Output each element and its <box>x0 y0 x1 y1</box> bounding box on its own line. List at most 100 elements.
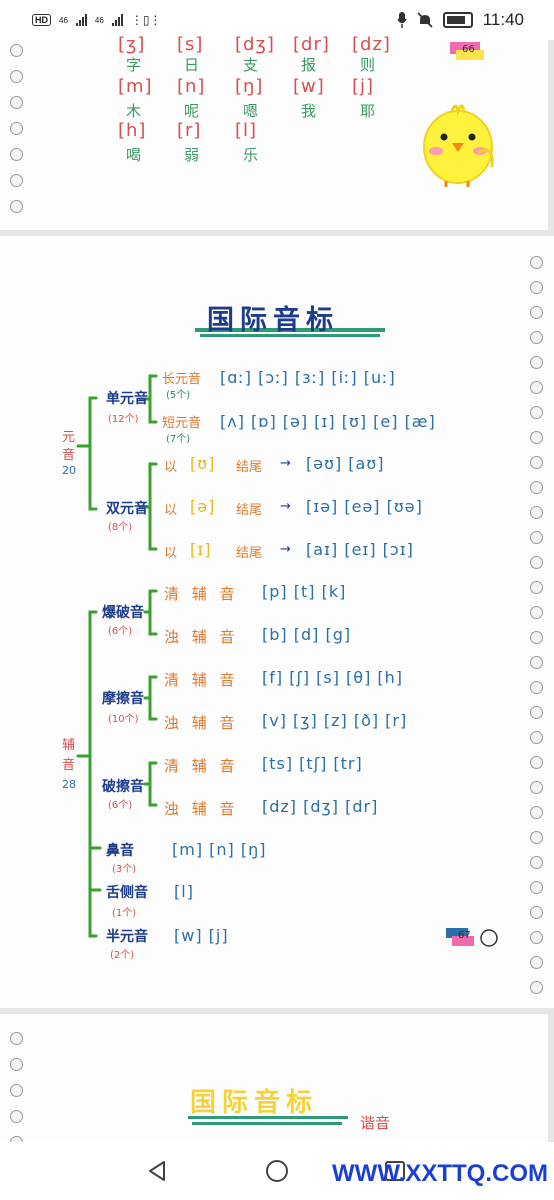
diphthong-key: [ɪ] <box>190 540 212 559</box>
signal-icon <box>75 14 87 26</box>
binder-hole <box>530 406 543 419</box>
vibrate-icon: ⋮▯⋮ <box>130 13 162 27</box>
binder-hole <box>10 1084 23 1097</box>
fricative-voiceless-symbols: [f] [ʃ] [s] [θ] [h] <box>262 668 404 687</box>
binder-hole <box>530 831 543 844</box>
page-title: 国际音标 <box>207 305 339 336</box>
nasal-count: (3个) <box>112 864 137 875</box>
affricate-voiced-symbols: [dz] [dʒ] [dr] <box>262 797 379 816</box>
diphthong-key: [ə] <box>190 497 216 516</box>
diphthong-prefix: 以 <box>164 503 178 518</box>
voiced-label: 浊 辅 音 <box>164 714 239 732</box>
plosive-voiced-symbols: [b] [d] [g] <box>262 625 352 644</box>
diphthong-prefix: 以 <box>164 546 178 561</box>
chinese-char: 木 <box>126 102 142 120</box>
binder-hole <box>10 174 23 187</box>
diphthong-prefix: 以 <box>164 460 178 475</box>
vowel-label-2: 音 <box>62 448 76 463</box>
binder-hole <box>530 256 543 269</box>
lateral-label: 舌侧音 <box>106 885 148 901</box>
network-type-2: 46 <box>94 15 104 25</box>
binder-hole <box>530 856 543 869</box>
consonant-label-2: 音 <box>62 758 76 773</box>
home-button[interactable] <box>265 1159 289 1183</box>
binder-hole <box>530 631 543 644</box>
chinese-char: 字 <box>126 56 142 74</box>
phoneme: [dr] <box>293 34 330 55</box>
status-left: HD 46 46 ⋮▯⋮ <box>32 13 161 27</box>
binder-hole <box>10 148 23 161</box>
affricate-count: (6个) <box>108 800 133 811</box>
binder-hole <box>10 1110 23 1123</box>
notebook-page-1: [ʒ] [s] [dʒ] [dr] [dz] 字 日 支 报 则 [m] [n]… <box>0 34 548 230</box>
chinese-char: 嗯 <box>243 102 259 120</box>
phoneme: [r] <box>177 120 202 141</box>
navigation-bar: WWW.XXTTQ.COM <box>0 1142 554 1200</box>
binder-hole <box>530 756 543 769</box>
back-button[interactable] <box>146 1160 168 1182</box>
binder-hole <box>530 681 543 694</box>
binder-hole <box>530 356 543 369</box>
diphthong-symbols: [əʊ] [aʊ] <box>306 454 385 473</box>
binder-hole <box>530 456 543 469</box>
chinese-char: 耶 <box>360 102 376 120</box>
plosive-voiceless-symbols: [p] [t] [k] <box>262 582 347 601</box>
chinese-char: 则 <box>360 56 376 74</box>
binder-hole <box>530 531 543 544</box>
chinese-char: 我 <box>301 102 317 120</box>
binder-hole <box>10 200 23 213</box>
binder-hole <box>530 931 543 944</box>
phoneme: [ŋ] <box>235 76 264 97</box>
title-underline <box>195 328 385 332</box>
chinese-char: 喝 <box>126 146 142 164</box>
arrow-icon: → <box>280 499 291 514</box>
diphthong-key: [ʊ] <box>190 454 216 473</box>
chinese-char: 弱 <box>184 146 200 164</box>
binder-hole <box>530 506 543 519</box>
long-vowel-label: 长元音 <box>162 372 202 387</box>
nasal-label: 鼻音 <box>106 843 134 859</box>
voiceless-label: 清 辅 音 <box>164 757 239 775</box>
diphthong-count: (8个) <box>108 522 133 533</box>
binder-hole <box>530 331 543 344</box>
arrow-icon: → <box>280 456 291 471</box>
binder-holes-left <box>10 44 23 213</box>
lateral-symbols: [l] <box>174 882 194 901</box>
voiced-label: 浊 辅 音 <box>164 800 239 818</box>
page-title: 国际音标 <box>190 1088 319 1118</box>
signal-icon-2 <box>111 14 123 26</box>
short-vowel-count: (7个) <box>166 434 191 445</box>
affricate-label: 破擦音 <box>102 779 144 795</box>
microphone-icon <box>397 12 407 28</box>
monophthong-count: (12个) <box>108 414 139 425</box>
binder-holes-left <box>10 1032 23 1149</box>
vowel-count: 20 <box>62 464 76 477</box>
voiceless-label: 清 辅 音 <box>164 671 239 689</box>
binder-hole <box>530 706 543 719</box>
short-vowel-label: 短元音 <box>162 416 202 431</box>
binder-hole <box>10 1058 23 1071</box>
phoneme: [ʒ] <box>118 34 146 55</box>
page-subtitle: 谐音 <box>360 1114 391 1132</box>
semivowel-count: (2个) <box>110 950 135 961</box>
binder-hole <box>530 781 543 794</box>
binder-hole <box>10 122 23 135</box>
page-number-sticker <box>450 42 484 60</box>
page-number: 66 <box>462 44 475 55</box>
chick-illustration <box>423 104 494 187</box>
recents-button[interactable] <box>384 1160 406 1182</box>
phoneme: [w] <box>293 76 325 97</box>
title-underline <box>188 1116 348 1119</box>
vowel-label-1: 元 <box>62 430 76 445</box>
fricative-count: (10个) <box>108 714 139 725</box>
binder-hole <box>10 96 23 109</box>
phoneme: [m] <box>118 76 153 97</box>
phoneme: [h] <box>118 120 147 141</box>
binder-hole <box>530 581 543 594</box>
page-number: 67 <box>458 930 471 941</box>
binder-hole <box>530 656 543 669</box>
battery-icon <box>442 12 473 28</box>
plosive-label: 爆破音 <box>102 605 144 621</box>
long-vowel-symbols: [ɑː] [ɔː] [ɜː] [iː] [uː] <box>220 368 396 387</box>
voiced-label: 浊 辅 音 <box>164 628 239 646</box>
